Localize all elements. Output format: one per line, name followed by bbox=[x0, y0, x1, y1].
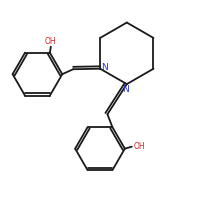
Text: N: N bbox=[122, 85, 129, 94]
Text: OH: OH bbox=[134, 142, 145, 151]
Text: OH: OH bbox=[45, 37, 57, 46]
Text: N: N bbox=[101, 63, 108, 72]
